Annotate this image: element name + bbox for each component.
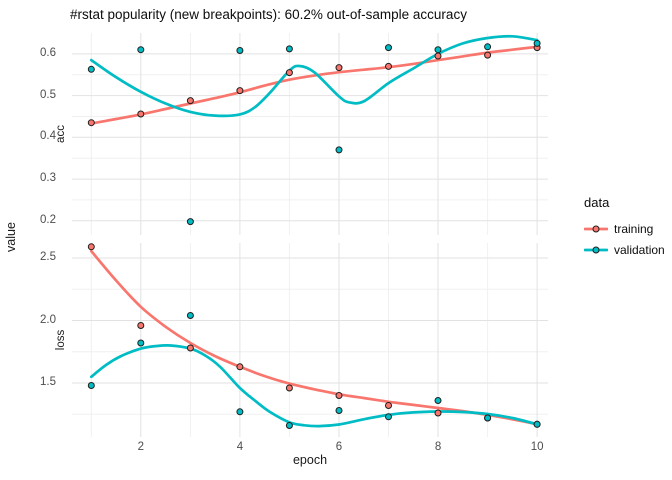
point-training-acc <box>87 119 95 127</box>
point-validation-loss <box>434 397 442 404</box>
legend-title: data <box>584 195 610 210</box>
point-validation-loss <box>236 408 244 416</box>
point-validation-acc <box>335 146 343 154</box>
point-training-acc <box>434 52 442 60</box>
x-tick-label: 10 <box>530 441 544 453</box>
point-training-acc <box>335 64 343 72</box>
facet-panel-loss <box>72 243 548 437</box>
point-training-acc <box>137 110 145 118</box>
point-training-acc <box>385 62 392 70</box>
legend-key-point <box>592 246 600 253</box>
x-tick-label: 8 <box>434 441 442 453</box>
legend-label-training: training <box>614 221 654 236</box>
legend-items: training validation <box>584 218 665 260</box>
point-validation-acc <box>385 44 392 52</box>
point-validation-loss <box>335 407 343 414</box>
point-training-loss <box>385 402 392 409</box>
point-validation-loss <box>137 339 145 347</box>
legend: data training validation <box>584 195 665 260</box>
x-tick-label: 6 <box>335 441 343 453</box>
point-validation-loss <box>533 420 541 428</box>
point-training-loss <box>186 344 194 352</box>
point-validation-acc <box>87 65 95 73</box>
point-training-loss <box>236 363 244 371</box>
point-validation-acc <box>285 45 293 53</box>
point-training-acc <box>484 51 492 59</box>
chart-title: #rstat popularity (new breakpoints): 60.… <box>70 7 467 22</box>
point-training-loss <box>335 392 343 399</box>
y-tick-label: 0.5 <box>40 88 56 101</box>
point-validation-loss <box>285 422 293 429</box>
smooth-line-validation-acc <box>89 34 539 118</box>
point-validation-acc <box>236 47 244 54</box>
legend-label-validation: validation <box>614 242 665 257</box>
y-tick-label: 0.6 <box>40 46 56 59</box>
point-validation-loss <box>186 312 194 319</box>
x-tick-label: 2 <box>137 441 145 453</box>
x-tick-label: 4 <box>236 441 244 453</box>
y-tick-label: 0.2 <box>40 213 56 226</box>
point-validation-loss <box>385 413 392 421</box>
y-tick-label: 1.5 <box>40 376 56 388</box>
point-training-loss <box>137 322 145 329</box>
point-validation-loss <box>484 414 492 422</box>
point-training-acc <box>186 97 194 105</box>
point-training-acc <box>236 87 244 95</box>
point-training-loss <box>434 409 442 417</box>
legend-key-training <box>584 225 608 232</box>
point-validation-acc <box>137 46 145 54</box>
y-tick-label: 2.0 <box>40 313 56 326</box>
facet-panel-acc <box>72 33 548 235</box>
point-training-acc <box>285 69 293 77</box>
point-validation-acc <box>434 46 442 54</box>
smooth-line-training-loss <box>89 249 539 426</box>
x-axis-title: epoch <box>292 453 328 467</box>
point-validation-acc <box>484 43 492 51</box>
y-tick-label: 2.5 <box>40 251 56 263</box>
legend-key-validation <box>584 246 608 253</box>
legend-key-point <box>592 225 600 232</box>
point-validation-acc <box>533 39 541 47</box>
strip-label-acc: acc <box>55 125 67 143</box>
legend-item-validation: validation <box>584 239 665 260</box>
point-validation-loss <box>87 382 95 389</box>
y-tick-label: 0.4 <box>40 130 56 143</box>
strip-label-loss: loss <box>55 329 67 351</box>
point-training-loss <box>285 384 293 392</box>
legend-item-training: training <box>584 218 665 239</box>
y-axis-title: value <box>4 222 18 252</box>
y-tick-label: 0.3 <box>40 172 56 185</box>
point-training-loss <box>87 243 95 251</box>
smooth-line-training-acc <box>89 45 539 125</box>
point-validation-acc <box>186 218 194 226</box>
